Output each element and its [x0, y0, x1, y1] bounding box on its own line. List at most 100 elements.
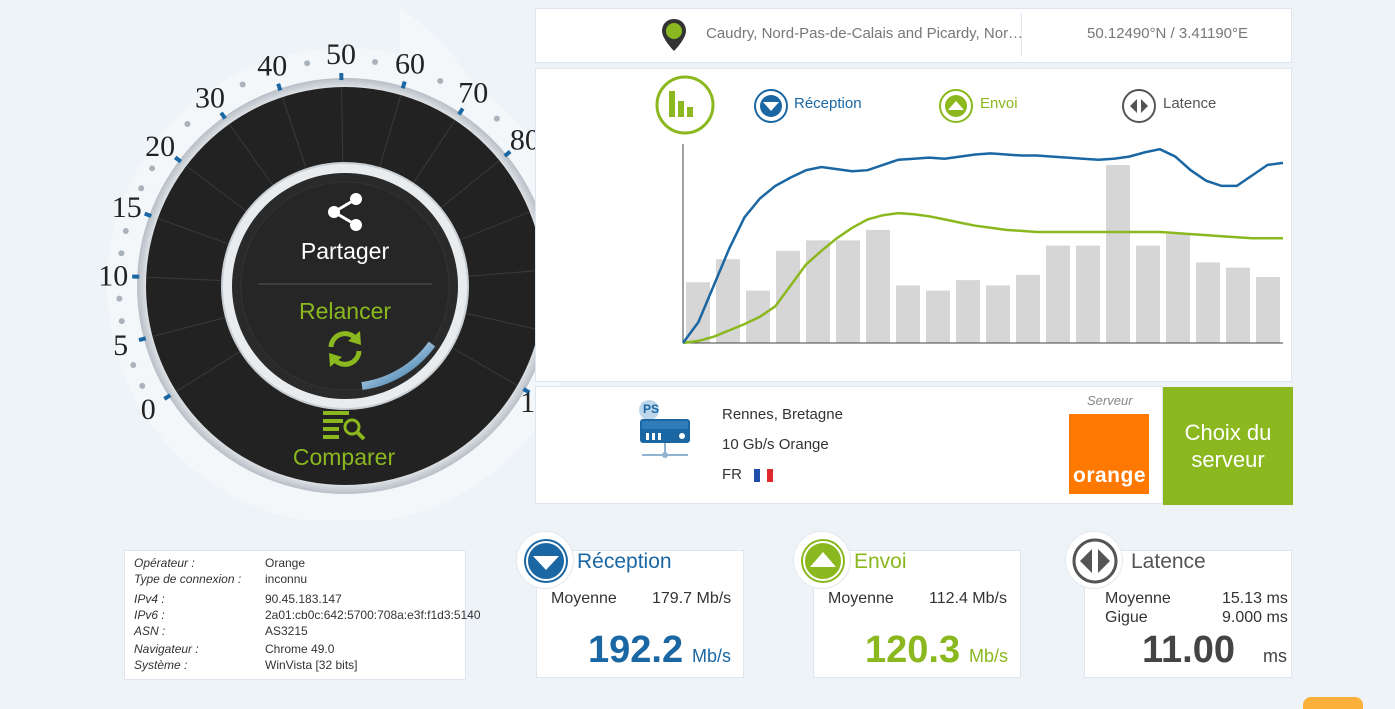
server-caption: Serveur [1087, 393, 1133, 408]
latency-bar [776, 250, 800, 343]
info-value-system: WinVista [32 bits] [265, 658, 358, 672]
restart-button[interactable]: Relancer [285, 298, 405, 373]
server-capacity: 10 Gb/s Orange [722, 436, 829, 453]
latency-bar [1076, 245, 1100, 343]
gauge-dot [118, 250, 125, 257]
gauge-dot [139, 382, 146, 389]
location-coordinates: 50.12490°N / 3.41190°E [1087, 25, 1249, 42]
download-unit: Mb/s [692, 646, 732, 666]
gauge-scale-label: 80 [510, 124, 540, 157]
jitter-label: Gigue [1105, 609, 1148, 626]
latency-bar [1046, 245, 1070, 343]
info-key-ipv6: IPv6 : [134, 608, 165, 622]
gauge-tick [219, 111, 227, 120]
latency-unit: ms [1263, 646, 1287, 666]
gauge-dot [372, 59, 379, 66]
share-icon [328, 193, 362, 231]
choose-server-button[interactable]: Choix du serveur [1163, 387, 1293, 505]
upload-unit: Mb/s [969, 646, 1009, 666]
dial-segment-line [341, 87, 344, 169]
upload-avg-value: 112.4 Mb/s [929, 590, 1007, 607]
progress-arc [361, 341, 436, 390]
info-key-connection-type: Type de connexion : [134, 572, 242, 586]
chart-panel: Réception Envoi Latence [535, 68, 1292, 382]
compare-button[interactable]: Comparer [282, 408, 406, 478]
jitter-value: 9.000 ms [1222, 609, 1288, 626]
france-flag-icon [754, 469, 773, 482]
latency-bar [806, 240, 830, 343]
server-panel: PS Rennes, Bretagne 10 Gb/s Orange FR Se… [535, 386, 1163, 504]
gauge-dot [122, 227, 129, 234]
dial-segment-line [152, 315, 231, 338]
dial-segment-line [462, 269, 544, 278]
share-label: Partager [300, 238, 390, 264]
gauge-scale-label: 70 [458, 77, 488, 110]
info-value-ipv6: 2a01:cb0c:642:5700:708a:e3f:f1d3:5140 [265, 608, 481, 622]
latency-bar [956, 280, 980, 343]
location-bar: Caudry, Nord-Pas-de-Calais and Picardy, … [535, 8, 1292, 63]
gauge-dot [437, 78, 444, 85]
download-legend-label[interactable]: Réception [794, 95, 862, 112]
gauge-scale-label: 10 [98, 260, 128, 293]
scroll-top-button[interactable] [1303, 697, 1363, 709]
gauge-tick [138, 336, 147, 343]
upload-legend-label[interactable]: Envoi [980, 95, 1018, 112]
download-value: 192.2 [588, 629, 684, 671]
latency-bar [1226, 267, 1250, 343]
share-button[interactable]: Partager [290, 190, 400, 270]
gauge-dot [493, 115, 500, 122]
gauge-dot [116, 295, 123, 302]
info-value-connection-type: inconnu [265, 572, 308, 586]
upload-card-icon [793, 531, 851, 589]
dial-segment-line [175, 348, 246, 392]
gauge-dot [130, 362, 137, 369]
speed-gauge: 05101520304050607080901005001Gb [0, 0, 660, 524]
gauge-dot [184, 121, 191, 128]
info-key-system: Système : [134, 658, 188, 672]
upload-series-line [682, 211, 1283, 345]
gauge-tick [276, 83, 283, 92]
download-card-title: Réception [577, 550, 672, 573]
compare-search-icon [323, 411, 366, 441]
gauge-svg: 05101520304050607080901005001Gb [98, 8, 599, 524]
download-series-line [681, 147, 1284, 344]
refresh-icon [328, 331, 362, 367]
latency-legend-label[interactable]: Latence [1163, 95, 1217, 112]
chart-view-icon[interactable] [655, 75, 715, 135]
dial-segment-line [377, 94, 402, 173]
server-city: Rennes, Bretagne [722, 406, 843, 423]
orange-logo-text: orange [1073, 464, 1147, 487]
upload-avg-label: Moyenne [828, 590, 894, 607]
info-key-ipv4: IPv4 : [134, 592, 165, 606]
compare-label: Comparer [292, 444, 396, 470]
latency-avg-value: 15.13 ms [1222, 590, 1288, 607]
gauge-tick [400, 80, 407, 89]
gauge-dot [118, 318, 125, 325]
gauge-tick [163, 393, 172, 401]
gauge-tick [457, 107, 465, 116]
dial-segment-line [446, 344, 518, 386]
latency-bar [1166, 234, 1190, 343]
connection-info-box: Opérateur : Orange Type de connexion : i… [124, 550, 481, 680]
server-icon [639, 400, 690, 458]
latency-legend-icon [1122, 89, 1156, 123]
gauge-scale-label: 15 [112, 191, 142, 224]
info-value-ipv4: 90.45.183.147 [265, 592, 342, 606]
restart-label: Relancer [298, 298, 392, 324]
latency-value: 11.00 [1142, 629, 1235, 671]
info-value-browser: Chrome 49.0 [265, 642, 335, 656]
gauge-tick [143, 211, 152, 218]
location-name: Caudry, Nord-Pas-de-Calais and Picardy, … [706, 25, 1024, 42]
latency-bar [986, 285, 1010, 343]
dial-segment-line [459, 311, 540, 331]
choose-server-label-2: serveur [1191, 447, 1265, 472]
gauge-tick [522, 387, 531, 395]
dial-segment-line [157, 217, 235, 247]
dial-segment-line [436, 159, 500, 212]
gauge-tick [174, 155, 182, 164]
choose-server-label-1: Choix du [1184, 420, 1272, 445]
download-avg-label: Moyenne [551, 590, 617, 607]
latency-card-title: Latence [1131, 550, 1206, 573]
server-country: FR [722, 466, 742, 483]
gauge-scale-label: 30 [195, 81, 225, 114]
